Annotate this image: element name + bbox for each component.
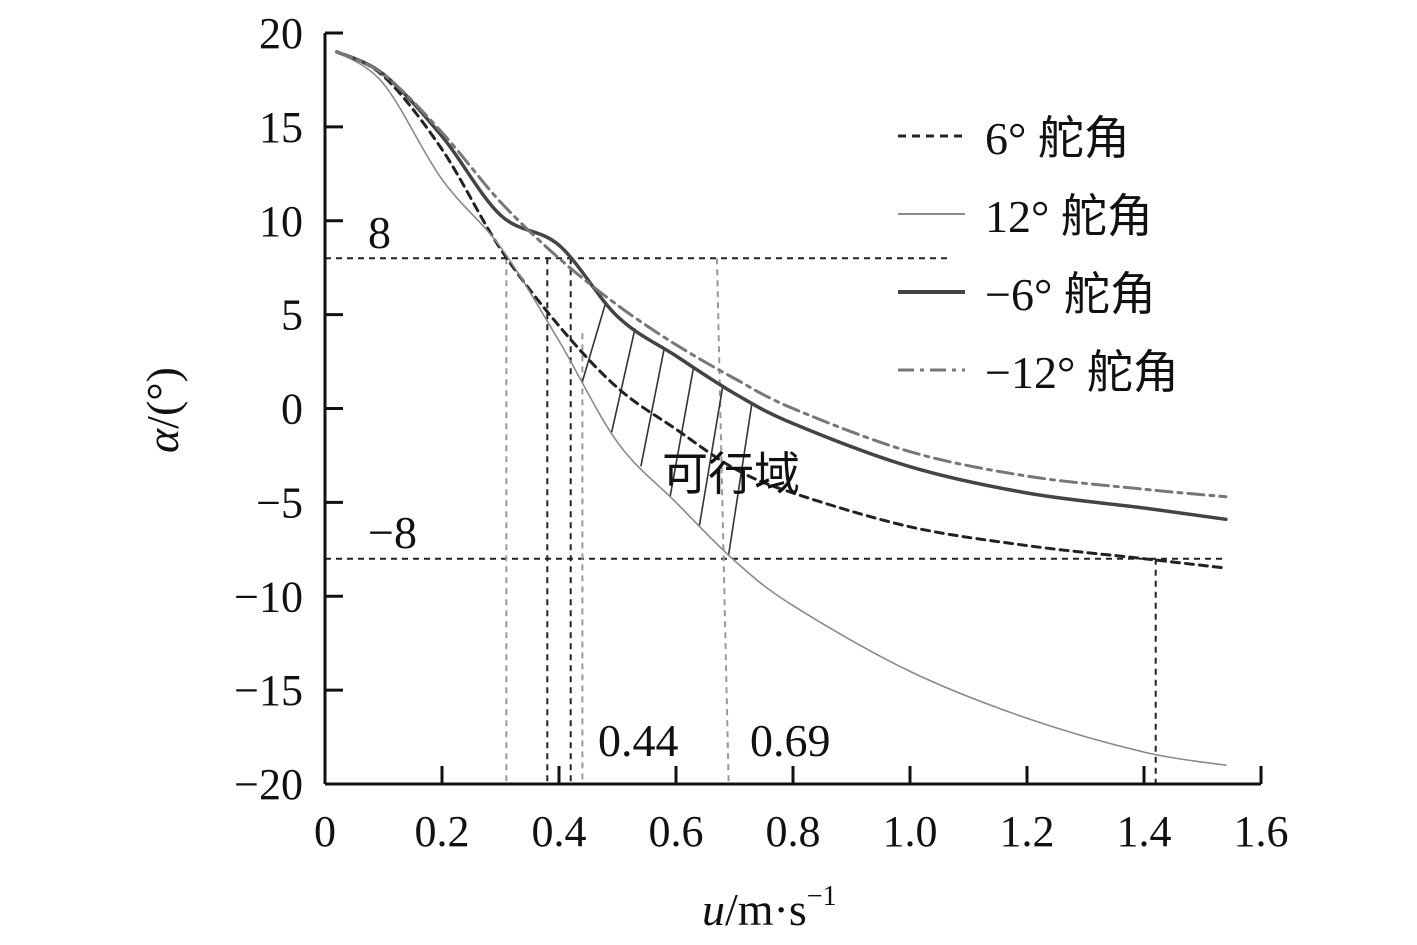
x-tick-label: 1.2: [1000, 807, 1055, 856]
x-tick-label: 0.2: [415, 807, 470, 856]
y-tick-label: −10: [234, 572, 303, 621]
series-layer: [334, 50, 1228, 766]
reference-lines: [325, 257, 1226, 785]
legend-label-1: 12° 舵角: [985, 191, 1153, 242]
x-axis-title: u/m·s−1: [702, 881, 837, 935]
hatch-line: [698, 385, 724, 526]
hatch-line: [727, 402, 753, 555]
x-tick-label: 1.4: [1117, 807, 1172, 856]
y-tick-label: 0: [281, 385, 303, 434]
series-line-3: [335, 50, 1228, 499]
y-tick-label: −15: [234, 666, 303, 715]
ref-label-plus8: 8: [368, 207, 391, 258]
y-tick-label: 20: [259, 9, 303, 58]
y-tick-label: −5: [256, 478, 303, 527]
y-tick-label: 5: [281, 291, 303, 340]
y-tick-label: 15: [259, 103, 303, 152]
y-axis-title: α/(°): [137, 367, 188, 453]
feasible-region-label: 可行域: [662, 449, 800, 500]
legend: 6° 舵角 12° 舵角 −6° 舵角 −12° 舵角: [898, 113, 1179, 398]
series-line-2: [334, 50, 1228, 522]
hatch-line: [581, 302, 607, 382]
x-tick-label: 1.0: [883, 807, 938, 856]
legend-label-0: 6° 舵角: [985, 113, 1130, 164]
ref-label-minus8: −8: [368, 507, 417, 558]
ref-vline: [715, 258, 730, 785]
mark-label-069: 0.69: [750, 715, 831, 766]
hatch-line: [640, 347, 666, 467]
x-tick-label: 0.4: [532, 807, 587, 856]
axes: [323, 31, 1263, 786]
legend-label-2: −6° 舵角: [985, 269, 1156, 320]
y-tick-label: −20: [234, 760, 303, 809]
series-line-1: [335, 51, 1227, 766]
x-tick-label: 0.8: [766, 807, 821, 856]
legend-label-3: −12° 舵角: [985, 347, 1179, 398]
hatch-line: [610, 328, 636, 433]
mark-label-044: 0.44: [598, 715, 679, 766]
series-line-0: [335, 50, 1228, 570]
x-tick-label: 0.6: [649, 807, 704, 856]
x-tick-label: 1.6: [1234, 807, 1289, 856]
y-tick-label: 10: [259, 197, 303, 246]
x-tick-label: 0: [314, 807, 336, 856]
